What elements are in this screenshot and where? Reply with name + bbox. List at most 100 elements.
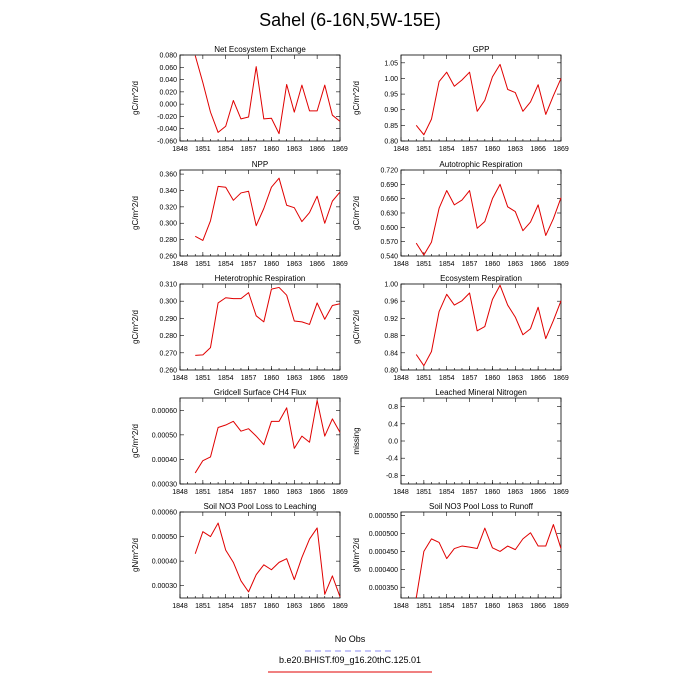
y-tick-label: 0.280	[159, 333, 177, 340]
x-tick-label: 1857	[241, 489, 257, 496]
x-tick-label: 1863	[286, 375, 302, 382]
y-axis-label: gC/m^2/d	[131, 196, 140, 230]
x-tick-label: 1866	[530, 375, 546, 382]
panel-3: Autotrophic Respiration 1848 1851 1854 1857 1…	[352, 160, 569, 268]
plot-frame	[179, 511, 341, 599]
plot-frame	[400, 54, 562, 142]
y-tick-label: 0.000550	[369, 513, 398, 520]
x-tick-label: 1848	[393, 603, 409, 610]
panel-4: Heterotrophic Respiration 1848 1851 1854 185…	[131, 274, 348, 382]
y-tick-label: 0.90	[384, 107, 398, 114]
x-tick-label: 1869	[332, 489, 348, 496]
x-tick-label: 1869	[553, 603, 569, 610]
x-tick-label: 1857	[462, 489, 478, 496]
x-tick-label: 1869	[332, 375, 348, 382]
y-tick-label: -0.4	[386, 456, 398, 463]
y-tick-label: 0.300	[159, 221, 177, 228]
x-tick-label: 1866	[530, 146, 546, 153]
panel-2: NPP 1848 1851 1854 1857 1860 1863 1866 1869 0.260…	[131, 160, 348, 268]
y-axis-label: missing	[352, 427, 361, 454]
panel-7: Leached Mineral Nitrogen 1848 1851 1854 1857…	[352, 388, 569, 496]
y-tick-label: 1.00	[384, 282, 398, 289]
x-tick-label: 1857	[241, 146, 257, 153]
y-tick-label: 0.92	[384, 316, 398, 323]
y-tick-label: -0.8	[386, 473, 398, 480]
panel-title: Soil NO3 Pool Loss to Leaching	[204, 502, 317, 511]
x-tick-label: 1863	[286, 261, 302, 268]
x-tick-label: 1863	[507, 146, 523, 153]
y-tick-label: 0.00060	[152, 408, 177, 415]
series-line	[415, 183, 562, 256]
y-tick-label: 0.300	[159, 299, 177, 306]
x-tick-label: 1851	[416, 603, 432, 610]
y-tick-label: 0.80	[384, 139, 398, 146]
x-tick-label: 1866	[309, 375, 325, 382]
y-tick-label: 0.720	[380, 168, 398, 175]
x-tick-label: 1848	[172, 261, 188, 268]
x-tick-label: 1860	[485, 146, 501, 153]
x-tick-label: 1851	[195, 375, 211, 382]
x-tick-label: 1863	[286, 489, 302, 496]
panel-title: Autotrophic Respiration	[439, 160, 522, 169]
x-tick-label: 1857	[241, 261, 257, 268]
y-tick-label: 0.020	[159, 89, 177, 96]
x-tick-label: 1851	[416, 146, 432, 153]
x-tick-label: 1860	[264, 375, 280, 382]
series-line	[194, 55, 341, 135]
y-tick-label: 0.080	[159, 53, 177, 60]
panel-title: Net Ecosystem Exchange	[214, 45, 306, 54]
x-tick-label: 1860	[264, 603, 280, 610]
x-tick-label: 1851	[195, 146, 211, 153]
x-tick-label: 1857	[462, 603, 478, 610]
plot-frame	[400, 397, 562, 485]
x-tick-label: 1857	[462, 146, 478, 153]
y-axis-label: gC/m^2/d	[131, 81, 140, 115]
x-tick-label: 1851	[416, 261, 432, 268]
x-tick-label: 1866	[309, 489, 325, 496]
x-tick-label: 1848	[393, 261, 409, 268]
panel-1: GPP 1848 1851 1854 1857 1860 1863 1866 1869 0.80 0…	[352, 45, 569, 153]
legend: No Obs b.e20.BHIST.f09_g16.20thC.125.01	[268, 634, 432, 673]
plot-frame	[179, 397, 341, 485]
y-tick-label: 1.00	[384, 76, 398, 83]
y-tick-label: 0.80	[384, 368, 398, 375]
y-tick-label: 0.00030	[152, 482, 177, 489]
panel-title: Ecosystem Respiration	[440, 274, 522, 283]
panel-title: Heterotrophic Respiration	[215, 274, 306, 283]
x-tick-label: 1866	[309, 603, 325, 610]
panel-8: Soil NO3 Pool Loss to Leaching 1848 1851 18…	[131, 502, 348, 610]
x-tick-label: 1863	[507, 603, 523, 610]
y-tick-label: 0.000500	[369, 531, 398, 538]
y-tick-label: 0.260	[159, 368, 177, 375]
x-tick-label: 1863	[507, 489, 523, 496]
x-tick-label: 1848	[393, 489, 409, 496]
y-tick-label: 0.85	[384, 123, 398, 130]
x-tick-label: 1854	[218, 603, 234, 610]
y-tick-label: 0.570	[380, 239, 398, 246]
y-tick-label: 0.040	[159, 77, 177, 84]
y-tick-label: 0.600	[380, 225, 398, 232]
y-tick-label: 0.290	[159, 316, 177, 323]
y-tick-label: 0.00040	[152, 559, 177, 566]
series-line	[415, 524, 562, 599]
y-tick-label: 0.8	[388, 404, 398, 411]
x-tick-label: 1866	[309, 146, 325, 153]
y-tick-label: 0.690	[380, 182, 398, 189]
x-tick-label: 1854	[218, 146, 234, 153]
y-axis-label: gC/m^2/d	[352, 81, 361, 115]
main-title: Sahel (6-16N,5W-15E)	[259, 10, 441, 30]
x-tick-label: 1869	[332, 261, 348, 268]
series-line	[195, 177, 341, 241]
legend-label: b.e20.BHIST.f09_g16.20thC.125.01	[279, 655, 421, 665]
plot-frame	[400, 511, 562, 599]
x-tick-label: 1854	[218, 489, 234, 496]
x-tick-label: 1860	[485, 261, 501, 268]
y-tick-label: 0.00040	[152, 457, 177, 464]
y-tick-label: 0.660	[380, 196, 398, 203]
x-tick-label: 1869	[553, 146, 569, 153]
y-tick-label: 0.540	[380, 254, 398, 261]
plot-frame	[400, 169, 562, 257]
series-line	[194, 399, 341, 474]
x-tick-label: 1866	[530, 261, 546, 268]
